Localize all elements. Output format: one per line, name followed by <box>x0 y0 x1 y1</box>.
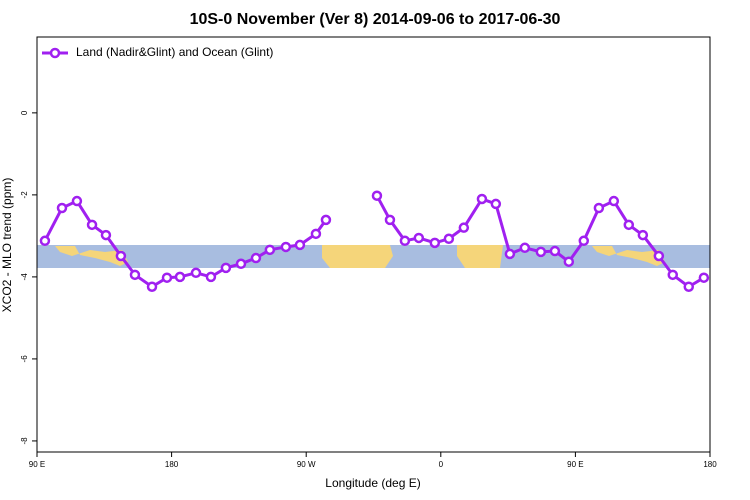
data-point <box>683 281 695 292</box>
map-background <box>37 245 710 268</box>
y-tick-label: -2 <box>20 191 29 199</box>
legend-marker <box>49 47 61 59</box>
data-point <box>56 202 68 214</box>
data-point <box>250 252 262 264</box>
data-point <box>384 214 396 226</box>
y-tick-label: -8 <box>20 437 29 445</box>
data-point <box>310 228 322 240</box>
x-tick-label: 180 <box>165 460 179 469</box>
data-point <box>593 202 605 214</box>
data-point <box>220 262 232 274</box>
data-point <box>443 233 455 245</box>
data-point <box>320 214 332 226</box>
data-point <box>399 235 411 247</box>
data-point <box>549 245 561 257</box>
data-point <box>264 244 276 256</box>
data-point <box>39 235 51 247</box>
data-point <box>371 190 383 201</box>
data-point <box>490 198 502 210</box>
data-point <box>71 195 83 207</box>
legend-label: Land (Nadir&Glint) and Ocean (Glint) <box>76 45 273 59</box>
data-point <box>205 271 217 283</box>
y-tick-label: -6 <box>20 355 29 363</box>
data-point <box>294 239 306 251</box>
x-tick-label: 0 <box>439 460 444 469</box>
data-point <box>698 272 710 283</box>
data-point <box>280 241 292 253</box>
series-line <box>375 194 705 289</box>
data-point <box>190 267 202 279</box>
data-point <box>235 258 247 270</box>
x-tick-label: 90 E <box>567 460 583 469</box>
data-point <box>413 232 425 244</box>
data-point <box>608 195 620 207</box>
data-point <box>161 272 173 283</box>
chart-title: 10S-0 November (Ver 8) 2014-09-06 to 201… <box>190 11 561 28</box>
data-point <box>429 237 441 249</box>
data-point <box>578 235 590 247</box>
data-point <box>476 193 488 205</box>
data-point <box>653 250 665 262</box>
x-tick-label: 180 <box>703 460 717 469</box>
y-tick-label: -4 <box>20 273 29 281</box>
y-axis-label: XCO2 - MLO trend (ppm) <box>0 178 14 313</box>
data-point <box>623 219 635 231</box>
data-point <box>563 256 575 267</box>
data-point <box>146 281 158 292</box>
data-point <box>129 269 141 281</box>
data-point <box>174 271 186 283</box>
data-point <box>504 248 516 260</box>
x-tick-label: 90 E <box>29 460 45 469</box>
data-point <box>519 242 531 254</box>
data-point <box>637 229 649 241</box>
plot-frame <box>36 36 711 453</box>
data-point <box>100 229 112 241</box>
data-point <box>535 246 547 258</box>
y-tick-label: 0 <box>20 110 29 115</box>
data-point <box>667 269 679 281</box>
x-tick-label: 90 W <box>297 460 316 469</box>
x-axis-label: Longitude (deg E) <box>325 476 420 490</box>
data-point <box>458 222 470 233</box>
data-point <box>115 250 127 262</box>
data-point <box>86 219 98 231</box>
